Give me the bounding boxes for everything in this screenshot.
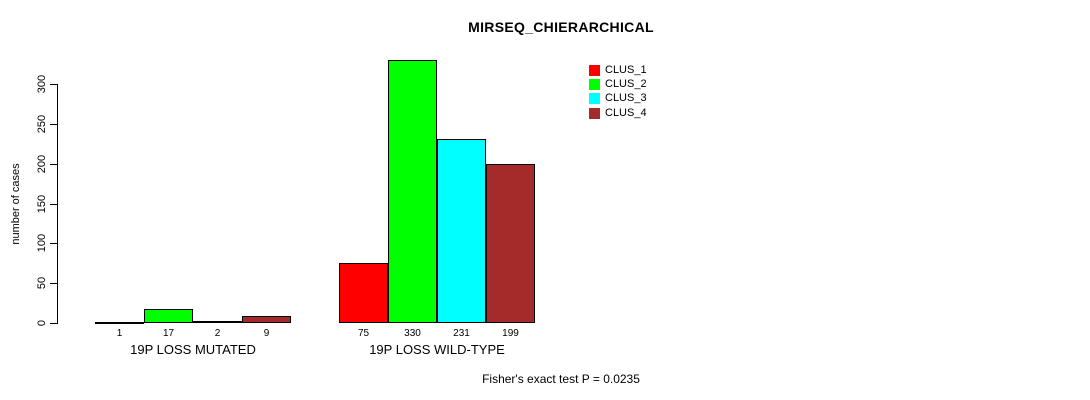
legend-swatch-clus_1 [589,64,600,76]
bar-clus_3-group2 [437,139,486,323]
chart-title: MIRSEQ_CHIERARCHICAL [468,19,654,35]
bar-value-label: 9 [263,328,270,339]
y-tick-label: 150 [36,194,48,213]
y-axis-title: number of cases [10,163,22,245]
y-tick-mark [50,243,57,245]
legend-item: CLUS_3 [589,92,647,106]
bar-clus_1-group1 [95,322,144,324]
y-tick-mark [50,123,57,125]
bar-clus_2-group2 [388,60,437,323]
category-label: 19P LOSS MUTATED [130,342,256,357]
y-tick-mark [50,84,57,85]
y-tick-mark [50,323,57,324]
y-axis-line [57,84,58,324]
y-tick-label: 50 [36,277,48,290]
bar-value-label: 75 [357,328,370,339]
y-tick-label: 200 [36,154,48,173]
bar-clus_3-group1 [193,321,242,323]
legend-label: CLUS_2 [605,78,647,91]
legend-swatch-clus_2 [589,79,600,91]
bar-clus_4-group2 [486,164,535,323]
legend-label: CLUS_3 [605,92,647,105]
legend-swatch-clus_3 [589,93,600,105]
bar-clus_2-group1 [144,309,193,323]
y-tick-mark [50,283,57,285]
y-tick-label: 100 [36,234,48,253]
y-tick-label: 0 [36,319,48,327]
legend-item: CLUS_2 [589,77,647,91]
legend: CLUS_1 CLUS_2 CLUS_3 CLUS_4 [589,63,647,121]
bar-clus_1-group2 [339,263,388,323]
legend-label: CLUS_1 [605,63,647,76]
legend-item: CLUS_1 [589,63,647,77]
y-tick-label: 250 [36,114,48,134]
bar-value-label: 1 [116,328,123,339]
y-tick-mark [50,203,57,205]
legend-swatch-clus_4 [589,107,600,119]
bar-value-label: 231 [453,328,470,339]
bar-value-label: 330 [404,328,421,339]
legend-label: CLUS_4 [605,106,647,119]
bar-value-label: 199 [502,328,519,339]
annotation-text: Fisher's exact test P = 0.0235 [482,372,640,386]
legend-item: CLUS_4 [589,106,647,120]
bar-value-label: 2 [214,328,221,339]
category-label: 19P LOSS WILD-TYPE [369,342,505,357]
y-tick-mark [50,163,57,165]
y-tick-label: 300 [36,74,48,94]
bar-clus_4-group1 [242,316,291,323]
bar-value-label: 17 [162,328,175,339]
